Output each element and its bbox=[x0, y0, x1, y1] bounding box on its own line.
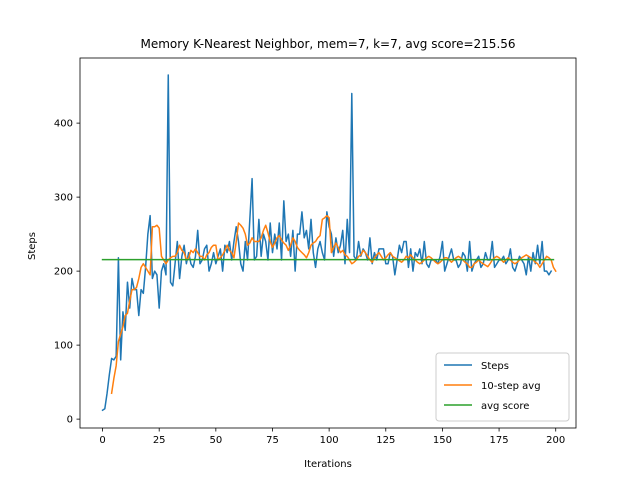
x-tick-label: 200 bbox=[546, 435, 565, 446]
y-tick-label: 300 bbox=[54, 193, 73, 204]
legend-label-0: Steps bbox=[481, 361, 509, 372]
legend-box bbox=[435, 352, 570, 422]
x-tick-label: 175 bbox=[490, 435, 509, 446]
x-axis-title: Iterations bbox=[304, 459, 352, 470]
x-tick-label: 150 bbox=[433, 435, 452, 446]
y-axis: 0 100 200 300 400 bbox=[54, 119, 80, 426]
y-axis-title: Steps bbox=[27, 232, 38, 260]
y-tick-label: 100 bbox=[54, 341, 73, 352]
series-line-1 bbox=[110, 214, 557, 395]
plot-frame bbox=[79, 57, 577, 429]
legend: Steps 10-step avg avg score bbox=[435, 352, 570, 422]
plot-area bbox=[79, 57, 577, 429]
chart-title: Memory K-Nearest Neighbor, mem=7, k=7, a… bbox=[140, 37, 515, 51]
x-tick-label: 0 bbox=[99, 435, 105, 446]
x-tick-label: 75 bbox=[266, 435, 279, 446]
y-tick-label: 200 bbox=[54, 267, 73, 278]
x-tick-label: 125 bbox=[376, 435, 395, 446]
legend-label-1: 10-step avg bbox=[481, 381, 541, 392]
y-tick-label: 400 bbox=[54, 119, 73, 130]
x-tick-label: 25 bbox=[153, 435, 166, 446]
x-axis: 0 25 50 75 100 125 150 175 200 bbox=[99, 428, 565, 446]
x-tick-label: 100 bbox=[320, 435, 339, 446]
legend-label-2: avg score bbox=[481, 401, 529, 412]
x-tick-label: 50 bbox=[209, 435, 222, 446]
y-tick-label: 0 bbox=[67, 415, 73, 426]
